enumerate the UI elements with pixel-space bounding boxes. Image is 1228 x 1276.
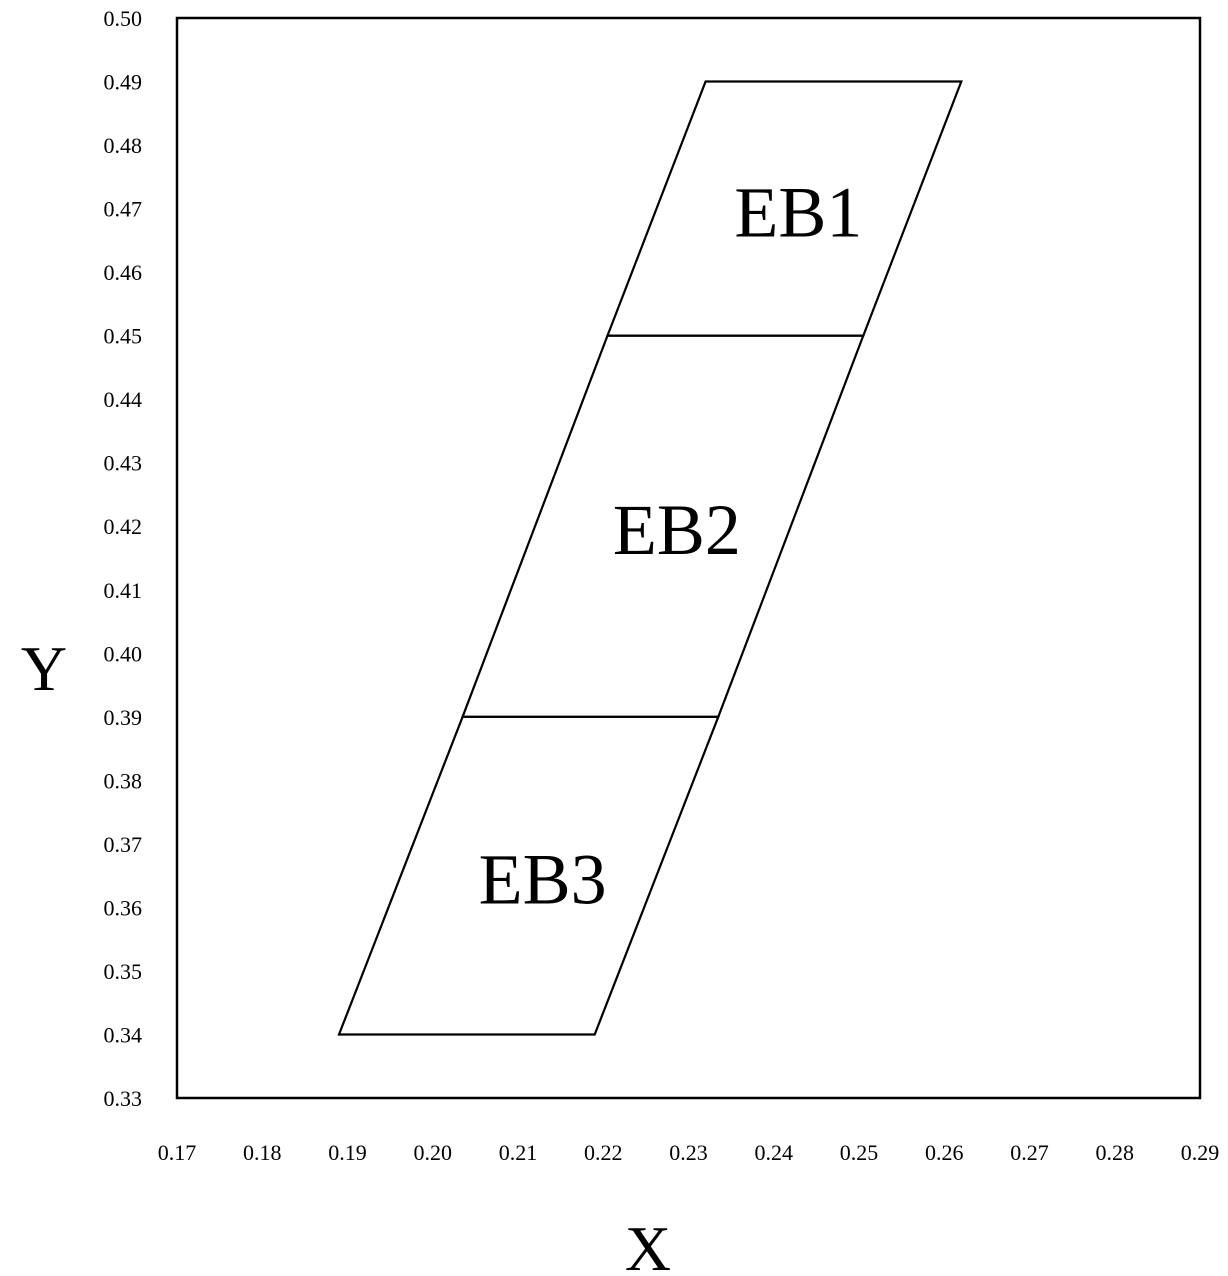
x-tick-label: 0.17	[158, 1140, 197, 1165]
y-axis-title: Y	[21, 633, 67, 704]
y-tick-label: 0.46	[104, 260, 143, 285]
region-eb3	[337, 715, 720, 1036]
x-tick-label: 0.21	[499, 1140, 538, 1165]
y-tick-label: 0.40	[104, 641, 143, 666]
x-tick-label: 0.20	[414, 1140, 453, 1165]
y-tick-label: 0.36	[104, 895, 143, 920]
x-tick-label: 0.24	[755, 1140, 794, 1165]
y-tick-labels: 0.50 0.49 0.48 0.47 0.46 0.45 0.44 0.43 0.42 0.41…	[104, 6, 143, 1111]
x-tick-labels: 0.17 0.18 0.19 0.20 0.21 0.22 0.23 0.24 0.25 0.26…	[158, 1140, 1220, 1165]
y-tick-label: 0.41	[104, 578, 143, 603]
region-label-eb2: EB2	[613, 490, 741, 570]
plot-frame	[175, 16, 1202, 1100]
x-tick-label: 0.25	[840, 1140, 879, 1165]
x-tick-label: 0.18	[243, 1140, 282, 1165]
y-tick-label: 0.44	[104, 387, 143, 412]
y-tick-label: 0.45	[104, 324, 143, 349]
x-tick-label: 0.29	[1181, 1140, 1220, 1165]
regions: EB1 EB2 EB3	[337, 80, 963, 1036]
y-tick-label: 0.33	[104, 1086, 143, 1111]
y-tick-label: 0.50	[104, 6, 143, 31]
x-tick-label: 0.19	[328, 1140, 367, 1165]
y-tick-label: 0.38	[104, 768, 143, 793]
region-label-eb3: EB3	[479, 840, 607, 920]
y-tick-label: 0.37	[104, 832, 143, 857]
region-label-eb1: EB1	[734, 173, 862, 253]
y-tick-label: 0.48	[104, 133, 143, 158]
x-tick-label: 0.26	[925, 1140, 964, 1165]
y-tick-label: 0.39	[104, 705, 143, 730]
x-tick-label: 0.27	[1010, 1140, 1049, 1165]
y-tick-label: 0.49	[104, 70, 143, 95]
y-tick-label: 0.47	[104, 197, 143, 222]
y-tick-label: 0.42	[104, 514, 143, 539]
x-tick-label: 0.22	[584, 1140, 623, 1165]
x-tick-label: 0.23	[669, 1140, 708, 1165]
y-tick-label: 0.35	[104, 959, 143, 984]
x-axis-title: X	[625, 1213, 671, 1276]
x-tick-label: 0.28	[1096, 1140, 1135, 1165]
y-tick-label: 0.34	[104, 1022, 143, 1047]
y-tick-label: 0.43	[104, 451, 143, 476]
